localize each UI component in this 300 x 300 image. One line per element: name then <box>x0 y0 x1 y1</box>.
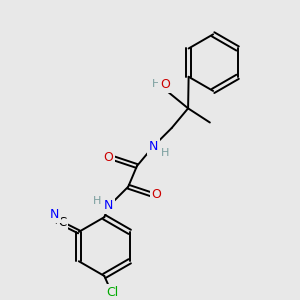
Text: N: N <box>104 199 113 212</box>
Text: Cl: Cl <box>106 286 118 299</box>
Text: N: N <box>50 208 60 221</box>
Text: O: O <box>104 151 114 164</box>
Text: H: H <box>92 196 101 206</box>
Text: N: N <box>148 140 158 153</box>
Text: O: O <box>160 78 170 91</box>
Text: O: O <box>152 188 161 201</box>
Text: H: H <box>152 80 161 89</box>
Text: H: H <box>161 148 170 158</box>
Text: C: C <box>58 216 67 229</box>
